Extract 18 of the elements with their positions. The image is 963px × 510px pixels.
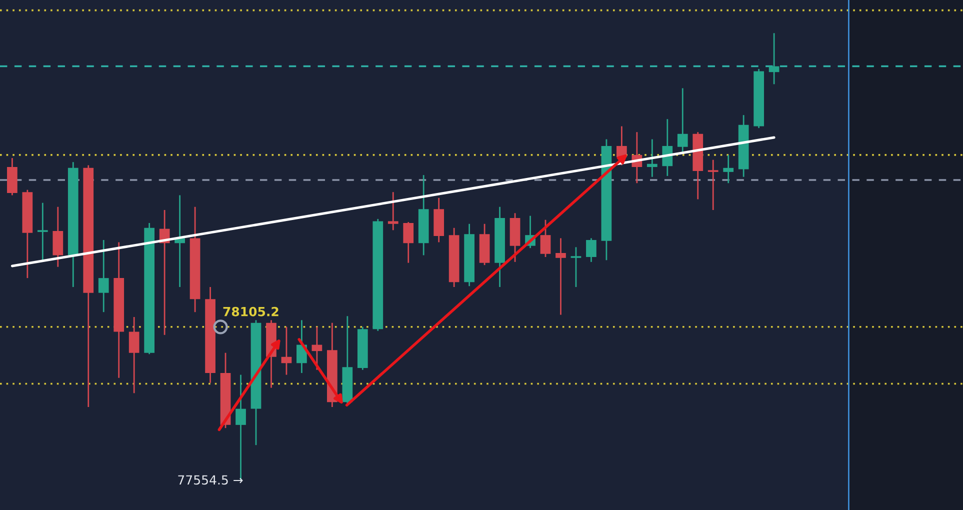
candlestick [677, 88, 688, 153]
candlestick [586, 238, 596, 263]
candlestick [708, 159, 718, 211]
candlestick [556, 238, 566, 316]
candlestick [281, 326, 292, 376]
candlestick [570, 246, 582, 288]
candlestick [312, 326, 322, 371]
annotation: 78105.2 [223, 306, 278, 316]
candlestick [128, 316, 140, 394]
candlestick [540, 219, 551, 258]
candlestick [723, 154, 734, 184]
candlestick [236, 374, 246, 482]
candlestick [646, 138, 658, 178]
annotation: 77554.5 → [178, 475, 243, 485]
candlestick [403, 221, 414, 264]
candlestick [98, 239, 109, 313]
candlestick [388, 191, 398, 231]
candlestick [768, 32, 780, 85]
